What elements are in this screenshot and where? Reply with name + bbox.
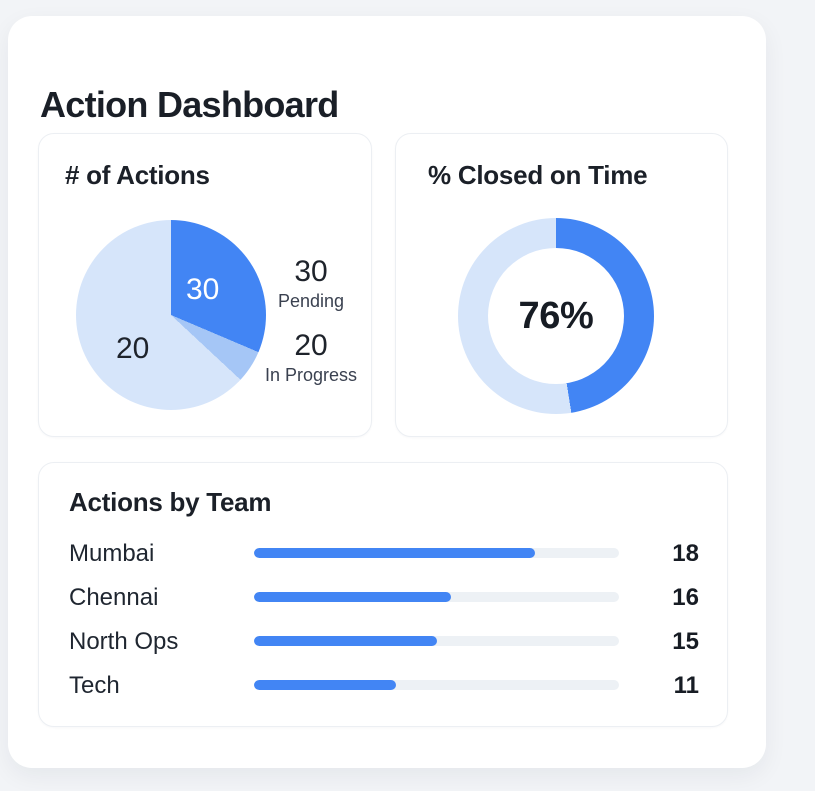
actions-by-team-title: Actions by Team: [69, 487, 272, 517]
team-value: 11: [673, 672, 699, 699]
team-value: 16: [672, 584, 699, 611]
actions-count-card: # of Actions 30 20 30 Pending 20 In Prog…: [38, 133, 372, 437]
team-row-chennai: Chennai 16: [39, 581, 727, 613]
team-bar-fill: [254, 592, 452, 602]
team-row-north-ops: North Ops 15: [39, 625, 727, 657]
donut-hole: 76%: [488, 248, 624, 384]
closed-on-time-card: % Closed on Time 76%: [395, 133, 728, 437]
team-bar-track: [254, 680, 619, 690]
actions-pie-chart: 30 20: [76, 220, 266, 410]
team-row-mumbai: Mumbai 18: [39, 537, 727, 569]
team-label: Mumbai: [69, 540, 155, 567]
closed-on-time-card-title: % Closed on Time: [428, 160, 648, 190]
page-title: Action Dashboard: [40, 84, 339, 126]
legend-value-in-progress: 20: [294, 329, 328, 362]
team-label: Tech: [69, 672, 120, 699]
team-bar-track: [254, 636, 619, 646]
legend-item-pending: 30 Pending: [236, 254, 386, 312]
pie-slice-label-in-progress: 20: [116, 332, 150, 365]
team-bar-track: [254, 592, 619, 602]
team-row-tech: Tech 11: [39, 669, 727, 701]
closed-on-time-ring: 76%: [458, 218, 654, 414]
team-bar-fill: [254, 636, 437, 646]
legend-label-pending: Pending: [277, 291, 345, 311]
team-value: 15: [672, 628, 699, 655]
team-value: 18: [672, 540, 699, 567]
team-label: North Ops: [69, 628, 179, 655]
legend-label-in-progress: In Progress: [264, 365, 358, 385]
legend-item-in-progress: 20 In Progress: [236, 328, 386, 386]
closed-on-time-value: 76%: [518, 294, 594, 337]
actions-by-team-card: Actions by Team Mumbai 18 Chennai 16 Nor…: [38, 462, 728, 727]
legend-value-pending: 30: [294, 255, 328, 288]
team-label: Chennai: [69, 584, 159, 611]
actions-card-title: # of Actions: [65, 160, 210, 190]
dashboard-panel: Action Dashboard # of Actions 30 20 30 P…: [8, 16, 766, 768]
pie-slice-label-pending: 30: [186, 273, 220, 306]
team-bar-track: [254, 548, 619, 558]
pie-legend: 30 Pending 20 In Progress: [236, 254, 386, 402]
team-bar-fill: [254, 680, 397, 690]
team-bar-fill: [254, 548, 536, 558]
